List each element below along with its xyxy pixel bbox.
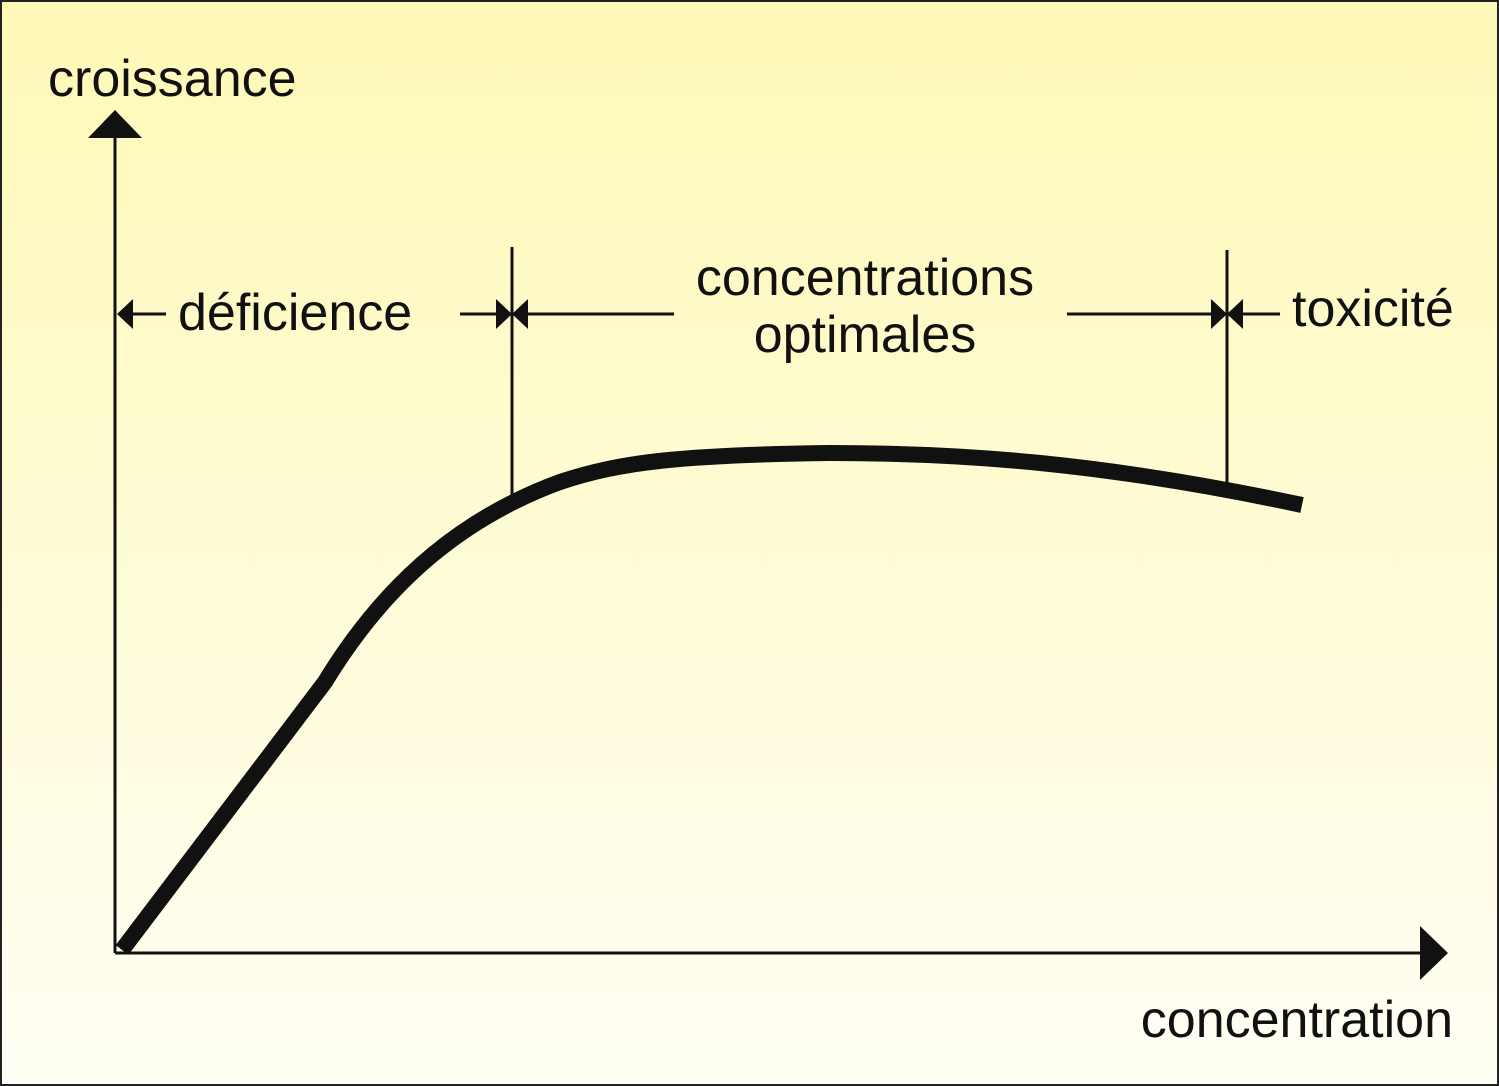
zone-label: optimales [754,306,977,364]
y-axis-arrow [88,110,142,138]
arrowhead [1227,299,1243,329]
x-axis-arrow [1420,926,1448,980]
x-axis-label: concentration [1141,991,1453,1049]
arrowhead [1211,299,1227,329]
y-axis-label: croissance [48,50,297,108]
growth-curve [115,444,1304,955]
zone-label: concentrations [696,249,1034,307]
arrowhead [496,299,512,329]
zone-label: toxicité [1292,280,1454,338]
zone-label: déficience [178,284,412,342]
arrowhead [512,299,528,329]
arrowhead [117,299,133,329]
arrowheads [117,299,1243,329]
